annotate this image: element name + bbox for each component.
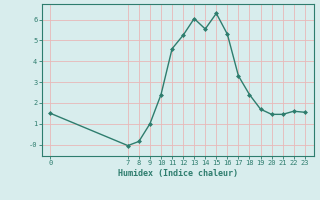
X-axis label: Humidex (Indice chaleur): Humidex (Indice chaleur)	[118, 169, 237, 178]
